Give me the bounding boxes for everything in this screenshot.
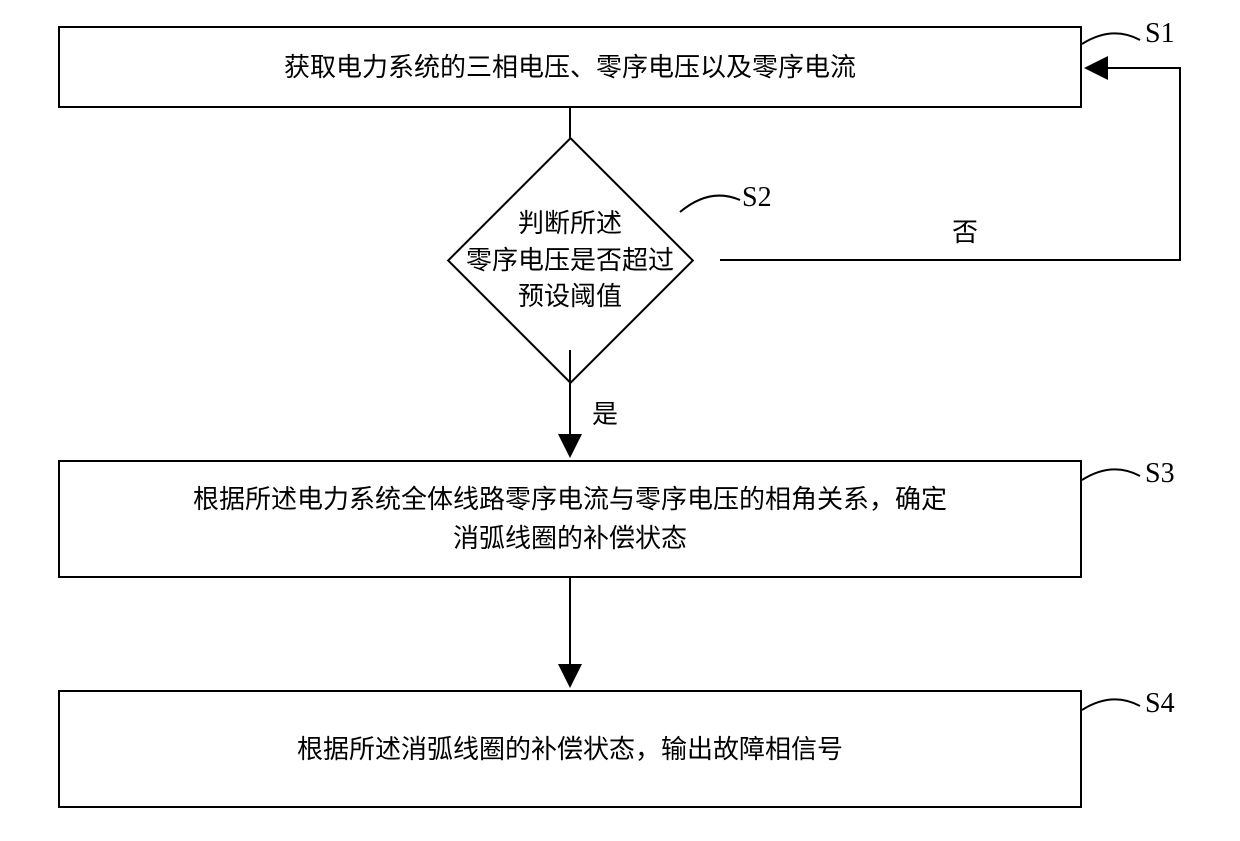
node-s4: 根据所述消弧线圈的补偿状态，输出故障相信号 [58,690,1082,808]
arrow-s3-s4 [560,578,580,690]
node-s3: 根据所述电力系统全体线路零序电流与零序电压的相角关系，确定 消弧线圈的补偿状态 [58,460,1082,578]
node-s3-text: 根据所述电力系统全体线路零序电流与零序电压的相角关系，确定 消弧线圈的补偿状态 [193,480,947,558]
edge-label-no: 否 [952,212,978,249]
arrow-s2-s3 [560,350,580,460]
node-s4-text: 根据所述消弧线圈的补偿状态，输出故障相信号 [297,730,843,769]
node-s2: 判断所述 零序电压是否超过 预设阈值 [415,170,725,350]
edge-label-yes: 是 [592,394,618,431]
label-s3-connector [1082,466,1152,496]
label-s1-connector [1082,30,1152,60]
label-s4-connector [1082,696,1152,726]
node-s2-text: 判断所述 零序电压是否超过 预设阈值 [466,205,674,314]
